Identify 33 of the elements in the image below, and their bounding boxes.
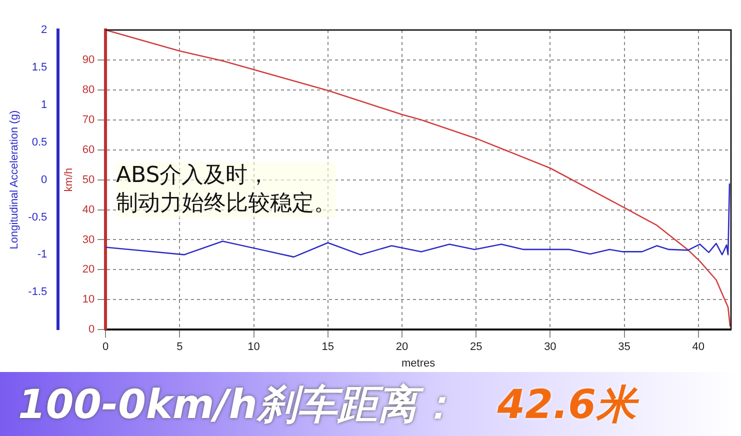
y-tick-label: -1 [37,248,48,261]
y2-tick-label: 90 [82,54,95,66]
y-tick-label: 0 [41,174,48,186]
y-tick-label: 1.5 [32,61,48,74]
y2-tick-label: 20 [82,264,95,276]
y-tick-label: -1.5 [28,286,48,298]
y-tick-label: 0.5 [32,136,48,148]
y-tick-label: 2 [41,24,48,36]
x-tick-label: 20 [396,341,408,354]
x-tick-label: 15 [322,341,334,354]
annotation: ABS介入及时， [116,163,270,188]
y-tick-label: -0.5 [28,211,48,224]
y2-tick-label: 50 [82,174,95,186]
text: 100-0km/h刹车距离： [18,380,458,430]
y2-tick-label: 40 [82,204,95,216]
y2-tick-label: 70 [82,114,95,126]
y2-axis-title: km/h [62,168,75,192]
y2-tick-label: 60 [82,144,95,156]
y2-tick-label: 30 [82,234,95,246]
y-axis-title: Longitudinal Acceleration (g) [8,110,21,250]
x-tick-label: 10 [248,341,260,354]
x-tick-label: 30 [544,341,556,354]
y2-tick-label: 0 [88,324,95,336]
x-tick-label: 25 [470,341,482,354]
y2-tick-label: 80 [82,84,95,96]
x-tick-label: 0 [102,341,109,354]
annotation: 制动力始终比较稳定。 [116,191,336,216]
y-tick-label: 1 [41,98,48,111]
x-tick-label: 35 [618,341,630,354]
y2-tick-label: 10 [82,294,95,306]
x-axis-title: metres [401,357,436,370]
x-tick-label: 5 [176,341,183,354]
x-tick-label: 40 [692,341,705,354]
